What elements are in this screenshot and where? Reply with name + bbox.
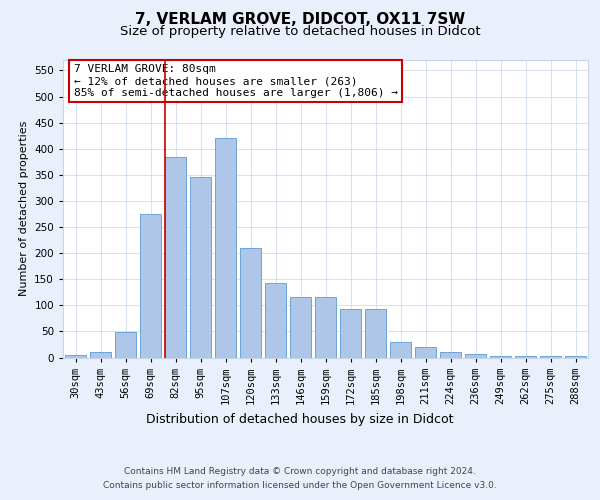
Bar [540, 356, 561, 358]
Bar [240, 248, 261, 358]
Y-axis label: Number of detached properties: Number of detached properties [19, 121, 29, 296]
Bar [465, 354, 486, 358]
Text: Distribution of detached houses by size in Didcot: Distribution of detached houses by size … [146, 412, 454, 426]
Bar [415, 347, 436, 358]
Bar [190, 178, 211, 358]
Bar [365, 310, 386, 358]
Text: 7 VERLAM GROVE: 80sqm
← 12% of detached houses are smaller (263)
85% of semi-det: 7 VERLAM GROVE: 80sqm ← 12% of detached … [74, 64, 398, 98]
Text: Size of property relative to detached houses in Didcot: Size of property relative to detached ho… [119, 25, 481, 38]
Bar [490, 356, 511, 358]
Bar [340, 310, 361, 358]
Text: Contains HM Land Registry data © Crown copyright and database right 2024.: Contains HM Land Registry data © Crown c… [124, 467, 476, 476]
Bar [565, 356, 586, 358]
Bar [440, 352, 461, 358]
Bar [315, 298, 336, 358]
Bar [65, 355, 86, 358]
Bar [515, 356, 536, 358]
Bar [215, 138, 236, 358]
Bar [265, 283, 286, 358]
Bar [115, 332, 136, 357]
Bar [390, 342, 411, 357]
Bar [90, 352, 111, 358]
Text: Contains public sector information licensed under the Open Government Licence v3: Contains public sector information licen… [103, 481, 497, 490]
Bar [290, 298, 311, 358]
Text: 7, VERLAM GROVE, DIDCOT, OX11 7SW: 7, VERLAM GROVE, DIDCOT, OX11 7SW [135, 12, 465, 28]
Bar [140, 214, 161, 358]
Bar [165, 156, 186, 358]
